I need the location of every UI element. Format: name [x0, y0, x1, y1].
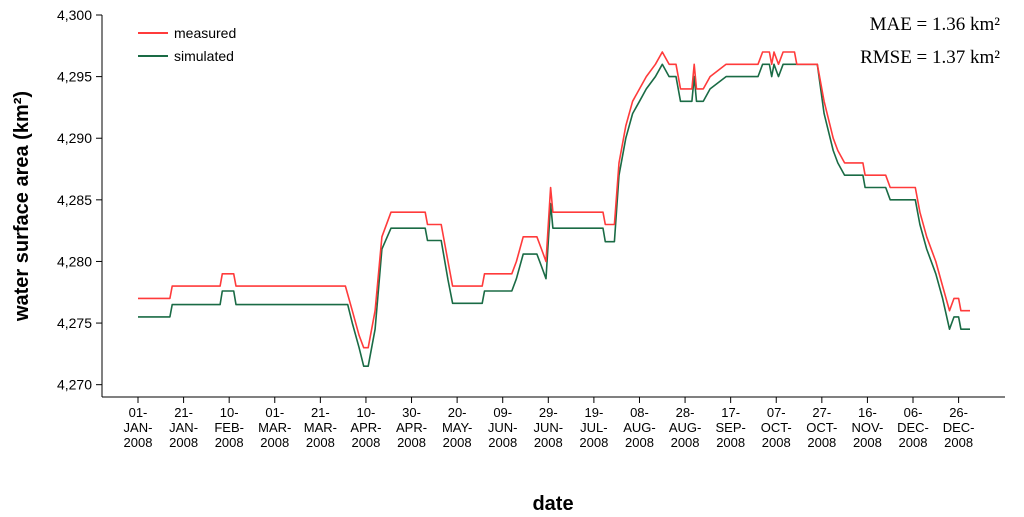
y-tick-label: 4,295 [57, 69, 92, 85]
x-tick-label: 09-JUN-2008 [488, 405, 518, 450]
legend: measured simulated [138, 25, 236, 64]
y-tick-label: 4,290 [57, 130, 92, 146]
x-tick-label: 26-DEC-2008 [943, 405, 975, 450]
stats-annotation: MAE = 1.36 km² RMSE = 1.37 km² [860, 14, 1000, 68]
x-ticks: 01-JAN-2008 21-JAN-2008 10-FEB-2008 01-MAR-… [124, 397, 975, 450]
plot-area [101, 15, 1005, 398]
series-line-simulated [138, 63, 970, 368]
mae-annotation: MAE = 1.36 km² [870, 14, 1001, 35]
x-tick-label: 27-OCT-2008 [806, 405, 837, 450]
series-layer [138, 51, 970, 368]
y-tick-label: 4,285 [57, 192, 92, 208]
x-tick-label: 06-DEC-2008 [897, 405, 929, 450]
x-tick-label: 16-NOV-2008 [852, 405, 884, 450]
series-line-measured [138, 51, 970, 349]
legend-label-measured: measured [174, 25, 236, 41]
x-tick-label: 07-OCT-2008 [761, 405, 792, 450]
y-tick-label: 4,275 [57, 315, 92, 331]
x-tick-label: 10-FEB-2008 [214, 405, 244, 450]
x-tick-label: 20-MAY-2008 [442, 405, 472, 450]
x-tick-label: 17-SEP-2008 [715, 405, 745, 450]
x-tick-label: 10-APR-2008 [350, 405, 381, 450]
x-tick-label: 08-AUG-2008 [623, 405, 656, 450]
x-tick-label: 21-JAN-2008 [169, 405, 198, 450]
x-axis-title: date [532, 493, 573, 515]
x-tick-label: 01-MAR-2008 [258, 405, 291, 450]
x-tick-label: 19-JUL-2008 [579, 405, 608, 450]
y-ticks: 4,270 4,275 4,280 4,285 4,290 4,295 4,300 [57, 7, 102, 393]
legend-label-simulated: simulated [174, 48, 234, 64]
x-tick-label: 30-APR-2008 [396, 405, 427, 450]
x-tick-label: 21-MAR-2008 [304, 405, 337, 450]
x-tick-label: 01-JAN-2008 [124, 405, 153, 450]
y-tick-label: 4,270 [57, 377, 92, 393]
x-tick-label: 28-AUG-2008 [669, 405, 702, 450]
y-axis-title: water surface area (km²) [11, 91, 33, 322]
y-tick-label: 4,300 [57, 7, 92, 23]
rmse-annotation: RMSE = 1.37 km² [860, 47, 1000, 68]
x-tick-label: 29-JUN-2008 [533, 405, 563, 450]
y-tick-label: 4,280 [57, 253, 92, 269]
